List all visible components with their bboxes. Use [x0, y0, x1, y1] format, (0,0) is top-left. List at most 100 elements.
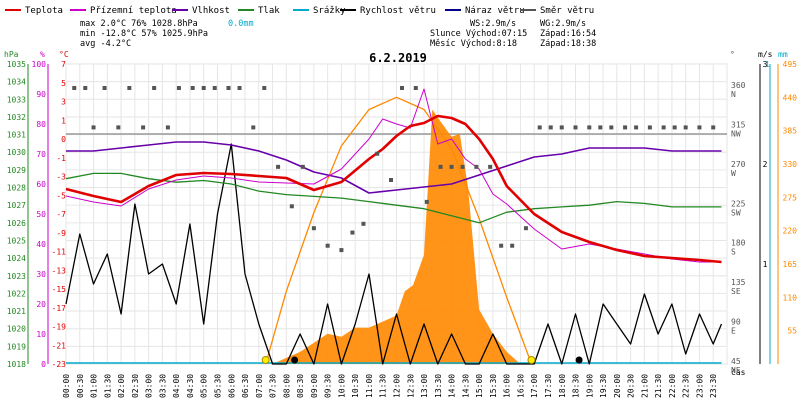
wind-direction-point	[510, 243, 515, 248]
wind-direction-point	[262, 86, 267, 90]
x-tick: 05:00	[200, 374, 209, 398]
series-layer	[65, 88, 723, 365]
legend-item-precip: Srážky	[293, 6, 346, 16]
x-tick: 23:30	[709, 374, 718, 398]
stats-max: max 2.0°C 76% 1028.8hPa	[80, 19, 198, 29]
solar-tick: 55	[787, 327, 797, 336]
wind-direction-point	[573, 125, 578, 130]
celsius-tick: -1	[56, 154, 66, 163]
legend-label: Teplota	[25, 6, 63, 16]
direction-tick: 315	[731, 120, 746, 129]
percent-tick: 90	[36, 90, 46, 99]
solar-tick: 385	[783, 127, 798, 136]
hpa-tick: 1033	[7, 95, 26, 104]
x-tick: 01:30	[103, 374, 112, 398]
x-tick: 08:30	[296, 374, 305, 398]
wind-direction-point	[438, 164, 443, 169]
legend-item-feels: Přízemní teplota	[70, 6, 177, 16]
wind-direction-point	[83, 86, 88, 90]
direction-tick: 45	[731, 357, 741, 366]
direction-label: NE	[731, 366, 741, 375]
moonset-icon	[575, 356, 583, 364]
x-tick: 13:00	[420, 374, 429, 398]
sunrise-icon	[261, 356, 270, 364]
x-tick: 19:30	[599, 374, 608, 398]
wind-tick: 3	[763, 60, 768, 69]
direction-tick: 135	[731, 278, 746, 287]
solar-layer	[265, 96, 533, 365]
x-tick: 17:30	[544, 374, 553, 398]
hpa-tick: 1019	[7, 342, 26, 351]
legend-label: Směr větru	[540, 6, 594, 16]
celsius-tick: -7	[56, 210, 66, 219]
x-tick: 17:00	[530, 374, 539, 398]
x-tick: 20:30	[627, 374, 636, 398]
x-tick: 13:30	[434, 374, 443, 398]
percent-tick: 20	[36, 300, 46, 309]
wind-direction-point	[488, 164, 493, 169]
direction-tick: 90	[731, 318, 741, 327]
wind-direction-point	[201, 86, 206, 90]
wind-direction-point	[276, 164, 281, 169]
x-tick: 16:00	[503, 374, 512, 398]
hpa-tick: 1026	[7, 219, 26, 228]
x-axis: 00:00 00:30 01:00 01:30 02:00 02:30 03:00 03:30…	[62, 374, 718, 398]
direction-label: N	[731, 90, 736, 99]
celsius-tick: -17	[52, 304, 67, 313]
legend-item-hum: Vlhkost	[172, 6, 230, 16]
celsius-tick: -5	[56, 191, 66, 200]
x-tick: 19:00	[585, 374, 594, 398]
hpa-tick: 1027	[7, 201, 26, 210]
wind-direction-point	[350, 230, 355, 235]
hpa-axis-label: hPa	[4, 50, 19, 59]
wind-direction-point	[251, 125, 256, 130]
wind-direction-point	[499, 243, 504, 248]
wind-direction-point	[449, 164, 454, 169]
solar-max-curve	[265, 96, 533, 365]
x-tick: 23:00	[695, 374, 704, 398]
percent-tick: 100	[32, 60, 47, 69]
x-tick: 14:30	[461, 374, 470, 398]
x-tick: 10:00	[337, 374, 346, 398]
chart-title: 6.2.2019	[369, 51, 427, 65]
wind-direction-point	[375, 151, 380, 156]
wind-direction-point	[587, 125, 592, 130]
wind-direction-point	[72, 86, 77, 90]
direction-label: SE	[731, 287, 741, 296]
x-tick: 11:00	[365, 374, 374, 398]
percent-tick: 30	[36, 270, 46, 279]
wind-direction-point	[91, 125, 96, 130]
direction-tick: 225	[731, 199, 746, 208]
wind-direction-point	[559, 125, 564, 130]
celsius-tick: -23	[52, 360, 67, 369]
direction-tick: 180	[731, 239, 746, 248]
precip-axis-label: mm	[778, 50, 788, 59]
stats-moon: Měsíc Východ:8:18	[430, 39, 517, 49]
direction-tick: 360	[731, 81, 746, 90]
wind-direction-point	[623, 125, 628, 130]
x-tick: 12:30	[406, 374, 415, 398]
celsius-tick: 0	[61, 135, 66, 144]
hpa-tick: 1031	[7, 131, 26, 140]
hpa-tick: 1020	[7, 325, 26, 334]
x-tick: 02:00	[117, 374, 126, 398]
celsius-axis-label: °C	[59, 50, 69, 59]
wind-direction-point	[339, 248, 344, 253]
wind-direction-point	[598, 125, 603, 130]
legend-item-press: Tlak	[238, 6, 280, 16]
wind-direction-point	[460, 164, 465, 169]
hpa-tick: 1032	[7, 113, 26, 122]
precip-tick: 1	[765, 60, 770, 69]
percent-tick: 80	[36, 120, 46, 129]
moonrise-icon	[291, 356, 299, 364]
hpa-tick: 1024	[7, 254, 26, 263]
x-tick: 20:00	[613, 374, 622, 398]
wind-direction-point	[176, 86, 181, 90]
direction-tick: 270	[731, 160, 746, 169]
wind-direction-point	[141, 125, 146, 130]
sun-moon-markers	[261, 356, 583, 364]
x-tick: 18:30	[572, 374, 581, 398]
stats-min: min -12.8°C 57% 1025.9hPa	[80, 29, 208, 39]
temperature-line	[65, 114, 722, 264]
axes-layer: 1035103410331032103110301029102810271026…	[7, 60, 797, 375]
